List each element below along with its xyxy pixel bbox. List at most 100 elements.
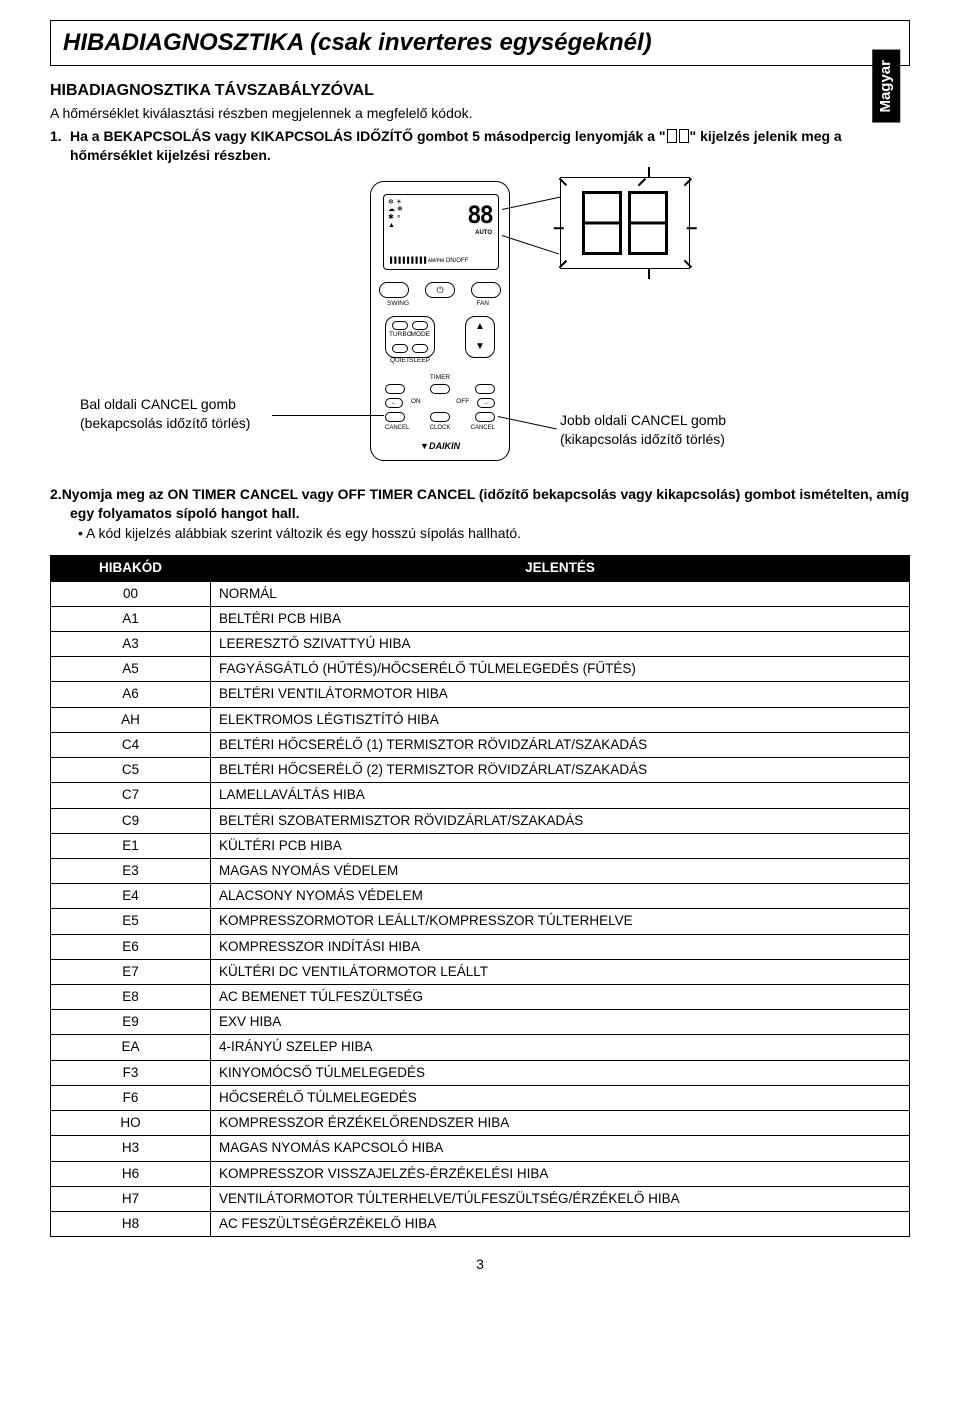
- meaning-cell: MAGAS NYOMÁS VÉDELEM: [211, 858, 910, 883]
- digit-placeholder-icon: [679, 129, 689, 143]
- callout-left: Bal oldali CANCEL gomb (bekapcsolás időz…: [80, 395, 250, 433]
- timer-button-1[interactable]: [385, 384, 405, 394]
- table-row: E9EXV HIBA: [51, 1010, 910, 1035]
- power-button[interactable]: ⏻: [425, 282, 455, 298]
- callout-right-line2: (kikapcsolás időzítő törlés): [560, 430, 726, 449]
- screen-temp: 88: [467, 199, 492, 231]
- turbo-button[interactable]: [392, 321, 408, 330]
- code-cell: A3: [51, 631, 211, 656]
- swing-label: SWING: [387, 300, 409, 309]
- callout-left-line1: Bal oldali CANCEL gomb: [80, 395, 250, 414]
- step-2-text: Nyomja meg az ON TIMER CANCEL vagy OFF T…: [62, 486, 909, 521]
- table-row: H8AC FESZÜLTSÉGÉRZÉKELŐ HIBA: [51, 1212, 910, 1237]
- code-cell: A5: [51, 657, 211, 682]
- code-cell: E5: [51, 909, 211, 934]
- table-row: E6KOMPRESSZOR INDÍTÁSI HIBA: [51, 934, 910, 959]
- code-cell: C7: [51, 783, 211, 808]
- screen-bottom: ▐▐▐▐▐▐▐▐▐ ᴀᴍ/ᴘᴍ ON/OFF: [388, 257, 494, 265]
- meaning-cell: KÜLTÉRI PCB HIBA: [211, 833, 910, 858]
- code-cell: H7: [51, 1186, 211, 1211]
- mode-button-group: TURBO MODE QUIET SLEEP: [385, 316, 435, 358]
- code-cell: E7: [51, 959, 211, 984]
- timer-button-2[interactable]: [430, 384, 450, 394]
- table-row: E3MAGAS NYOMÁS VÉDELEM: [51, 858, 910, 883]
- clock-button[interactable]: [430, 412, 450, 422]
- callout-right-line1: Jobb oldali CANCEL gomb: [560, 411, 726, 430]
- on-nav-button[interactable]: ←: [385, 398, 403, 408]
- code-cell: H8: [51, 1212, 211, 1237]
- code-cell: C4: [51, 732, 211, 757]
- cancel-right-button[interactable]: [475, 412, 495, 422]
- code-cell: C5: [51, 758, 211, 783]
- off-nav-button[interactable]: →: [477, 398, 495, 408]
- on-label: ON: [411, 398, 421, 408]
- meaning-cell: LAMELLAVÁLTÁS HIBA: [211, 783, 910, 808]
- table-row: E4ALACSONY NYOMÁS VÉDELEM: [51, 884, 910, 909]
- meaning-cell: KOMPRESSZOR VISSZAJELZÉS-ÉRZÉKELÉSI HIBA: [211, 1161, 910, 1186]
- code-cell: A1: [51, 606, 211, 631]
- mode-button[interactable]: [412, 321, 428, 330]
- cancel-left-button[interactable]: [385, 412, 405, 422]
- code-cell: C9: [51, 808, 211, 833]
- table-row: E8AC BEMENET TÚLFESZÜLTSÉG: [51, 985, 910, 1010]
- meaning-cell: BELTÉRI HŐCSERÉLŐ (2) TERMISZTOR RÖVIDZÁ…: [211, 758, 910, 783]
- meaning-cell: KOMPRESSZORMOTOR LEÁLLT/KOMPRESSZOR TÚLT…: [211, 909, 910, 934]
- brand-label: ▼DAIKIN: [371, 440, 509, 452]
- meaning-cell: BELTÉRI HŐCSERÉLŐ (1) TERMISZTOR RÖVIDZÁ…: [211, 732, 910, 757]
- up-arrow-icon[interactable]: ▲: [475, 320, 485, 334]
- code-cell: H6: [51, 1161, 211, 1186]
- meaning-cell: KINYOMÓCSŐ TÚLMELEGEDÉS: [211, 1060, 910, 1085]
- remote-screen: ❄ ☀☁ ❅✱ ⚬▲ 88 AUTO ▐▐▐▐▐▐▐▐▐ ᴀᴍ/ᴘᴍ ON/OF…: [383, 194, 499, 270]
- meaning-cell: LEERESZTŐ SZIVATTYÚ HIBA: [211, 631, 910, 656]
- section-subheading: HIBADIAGNOSZTIKA TÁVSZABÁLYZÓVAL: [50, 80, 910, 102]
- table-header-row: HIBAKÓD JELENTÉS: [51, 556, 910, 581]
- meaning-cell: ELEKTROMOS LÉGTISZTÍTÓ HIBA: [211, 707, 910, 732]
- bullet-text: A kód kijelzés alábbiak szerint változik…: [86, 525, 521, 541]
- table-row: EA4-IRÁNYÚ SZELEP HIBA: [51, 1035, 910, 1060]
- meaning-cell: EXV HIBA: [211, 1010, 910, 1035]
- off-label: OFF: [456, 398, 469, 408]
- quiet-label: QUIET: [390, 357, 410, 366]
- sleep-button[interactable]: [412, 344, 428, 353]
- callout-right: Jobb oldali CANCEL gomb (kikapcsolás idő…: [560, 411, 726, 449]
- meaning-cell: MAGAS NYOMÁS KAPCSOLÓ HIBA: [211, 1136, 910, 1161]
- table-row: F6HŐCSERÉLŐ TÚLMELEGEDÉS: [51, 1085, 910, 1110]
- code-cell: E9: [51, 1010, 211, 1035]
- table-row: H3MAGAS NYOMÁS KAPCSOLÓ HIBA: [51, 1136, 910, 1161]
- zoom-line-icon: [502, 235, 559, 254]
- code-cell: E1: [51, 833, 211, 858]
- turbo-label: TURBO: [389, 331, 412, 340]
- fan-label: FAN: [476, 300, 489, 309]
- screen-mode-icons: ❄ ☀☁ ❅✱ ⚬▲: [388, 199, 403, 230]
- code-cell: A6: [51, 682, 211, 707]
- callout-line-icon: [272, 415, 384, 416]
- step-2-number: 2.: [50, 486, 62, 502]
- table-row: C4BELTÉRI HŐCSERÉLŐ (1) TERMISZTOR RÖVID…: [51, 732, 910, 757]
- title-box: HIBADIAGNOSZTIKA (csak inverteres egység…: [50, 20, 910, 66]
- meaning-cell: 4-IRÁNYÚ SZELEP HIBA: [211, 1035, 910, 1060]
- table-row: E1KÜLTÉRI PCB HIBA: [51, 833, 910, 858]
- meaning-cell: NORMÁL: [211, 581, 910, 606]
- code-cell: E3: [51, 858, 211, 883]
- table-row: A5FAGYÁSGÁTLÓ (HŰTÉS)/HŐCSERÉLŐ TÚLMELEG…: [51, 657, 910, 682]
- seven-segment-icon: [628, 191, 668, 255]
- mode-label: MODE: [411, 331, 431, 340]
- zoom-display: [560, 177, 690, 269]
- error-code-table: HIBAKÓD JELENTÉS 00NORMÁLA1BELTÉRI PCB H…: [50, 555, 910, 1237]
- digit-placeholder-icon: [667, 129, 677, 143]
- meaning-cell: FAGYÁSGÁTLÓ (HŰTÉS)/HŐCSERÉLŐ TÚLMELEGED…: [211, 657, 910, 682]
- fan-button[interactable]: [471, 282, 501, 298]
- remote-control: ❄ ☀☁ ❅✱ ⚬▲ 88 AUTO ▐▐▐▐▐▐▐▐▐ ᴀᴍ/ᴘᴍ ON/OF…: [370, 181, 510, 461]
- col-header-meaning: JELENTÉS: [211, 556, 910, 581]
- timer-button-3[interactable]: [475, 384, 495, 394]
- table-row: A3LEERESZTŐ SZIVATTYÚ HIBA: [51, 631, 910, 656]
- cancel-left-label: CANCEL: [385, 424, 409, 432]
- swing-button[interactable]: [379, 282, 409, 298]
- code-cell: F3: [51, 1060, 211, 1085]
- meaning-cell: ALACSONY NYOMÁS VÉDELEM: [211, 884, 910, 909]
- quiet-button[interactable]: [392, 344, 408, 353]
- meaning-cell: KÜLTÉRI DC VENTILÁTORMOTOR LEÁLLT: [211, 959, 910, 984]
- down-arrow-icon[interactable]: ▼: [475, 340, 485, 354]
- table-row: F3KINYOMÓCSŐ TÚLMELEGEDÉS: [51, 1060, 910, 1085]
- step-2: 2.Nyomja meg az ON TIMER CANCEL vagy OFF…: [50, 485, 910, 523]
